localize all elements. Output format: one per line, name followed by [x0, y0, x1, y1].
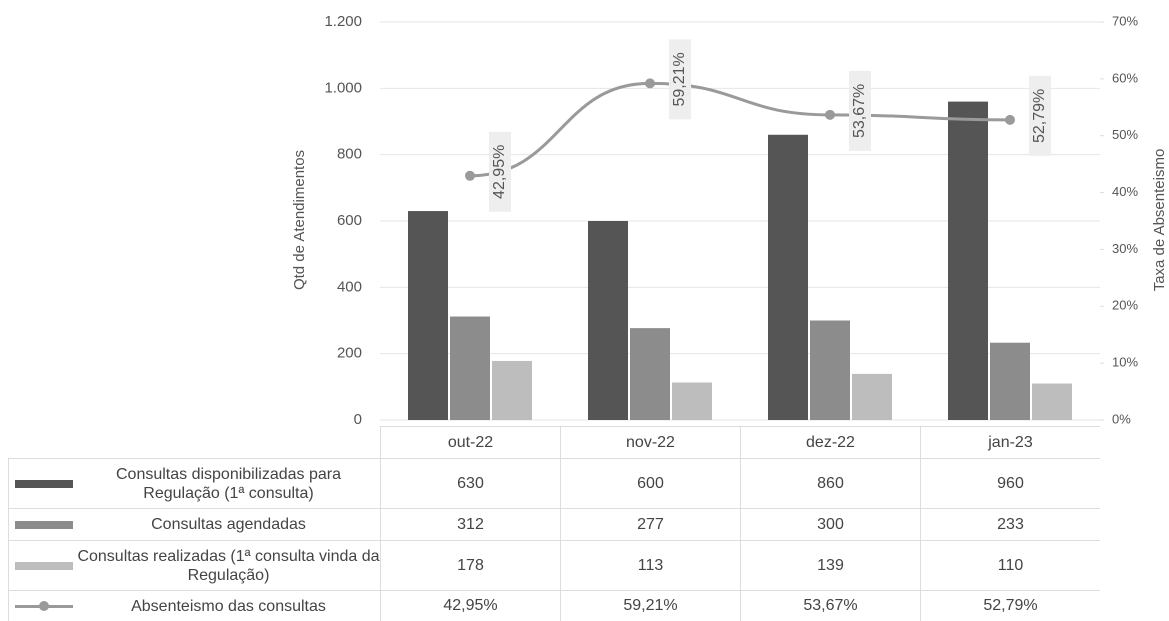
- category-header: dez-22: [740, 426, 920, 458]
- table-value: 312: [380, 508, 560, 540]
- legend-label: Consultas agendadas: [151, 516, 306, 533]
- table-value: 860: [740, 458, 920, 508]
- bar: [768, 134, 808, 420]
- legend-entry: Absenteismo das consultas: [8, 590, 380, 621]
- table-value: 600: [560, 458, 740, 508]
- legend-entry: Consultas disponibilizadas para Regulaçã…: [8, 458, 380, 508]
- y2-tick-label: 20%: [1112, 298, 1138, 313]
- legend-swatch: [15, 600, 73, 611]
- legend-swatch: [15, 561, 73, 570]
- table-value: 113: [560, 540, 740, 590]
- legend-entry: Consultas agendadas: [8, 508, 380, 540]
- y2-tick-label: 40%: [1112, 184, 1138, 199]
- bar: [408, 211, 448, 420]
- category-header: nov-22: [560, 426, 740, 458]
- y-axis-title: Qtd de Atendimentos: [291, 150, 308, 290]
- table-value: 139: [740, 540, 920, 590]
- table-value: 53,67%: [740, 590, 920, 621]
- bar: [810, 320, 850, 420]
- table-value: 300: [740, 508, 920, 540]
- y2-tick-label: 0%: [1112, 411, 1131, 426]
- legend-swatch: [15, 520, 73, 529]
- bar: [450, 316, 490, 420]
- line: [469, 81, 1011, 178]
- y-tick-label: 0: [354, 411, 362, 428]
- y-tick-label: 400: [337, 278, 362, 295]
- legend-swatch: [15, 479, 73, 488]
- table-value: 630: [380, 458, 560, 508]
- bar: [1032, 383, 1072, 420]
- y2-tick-label: 10%: [1112, 355, 1138, 370]
- bar: [588, 221, 628, 420]
- y-tick-label: 1.000: [324, 79, 362, 96]
- table-value: 42,95%: [380, 590, 560, 621]
- y-tick-label: 200: [337, 345, 362, 362]
- table-value: 110: [920, 540, 1100, 590]
- bar: [852, 373, 892, 420]
- legend-label: Consultas disponibilizadas para Regulaçã…: [115, 465, 342, 502]
- bar: [990, 342, 1030, 420]
- legend-marker: [39, 600, 49, 611]
- line-marker: [645, 78, 655, 89]
- legend-entry: Consultas realizadas (1ª consulta vinda …: [8, 540, 380, 590]
- table-value: 277: [560, 508, 740, 540]
- y-tick-label: 1.200: [324, 13, 362, 30]
- bar: [492, 360, 532, 420]
- data-label: 52,79%: [1031, 89, 1048, 143]
- line-marker: [1005, 114, 1015, 125]
- y2-axis-title: Taxa de Absenteismo: [1151, 149, 1168, 292]
- y2-tick-label: 60%: [1112, 70, 1138, 85]
- data-label: 59,21%: [671, 52, 688, 106]
- legend-label: Absenteismo das consultas: [131, 597, 326, 615]
- data-label-box: [669, 39, 691, 120]
- data-label: 53,67%: [851, 84, 868, 138]
- bar: [630, 328, 670, 420]
- y2-tick-label: 30%: [1112, 241, 1138, 256]
- table-value: 233: [920, 508, 1100, 540]
- y-tick-label: 800: [337, 146, 362, 163]
- data-label-box: [849, 70, 871, 151]
- y-tick-label: 600: [337, 212, 362, 229]
- bar: [948, 101, 988, 420]
- y2-tick-label: 50%: [1112, 127, 1138, 142]
- table-value: 59,21%: [560, 590, 740, 621]
- table-value: 178: [380, 540, 560, 590]
- data-label: 42,95%: [491, 145, 508, 199]
- category-header: jan-23: [920, 426, 1100, 458]
- line-marker: [465, 170, 475, 181]
- line-marker: [825, 109, 835, 120]
- legend-label: Consultas realizadas (1ª consulta vinda …: [77, 547, 380, 584]
- table-value: 960: [920, 458, 1100, 508]
- data-label-box: [489, 131, 511, 212]
- data-label-box: [1029, 75, 1051, 156]
- bar: [672, 382, 712, 420]
- category-header: out-22: [380, 426, 560, 458]
- y2-tick-label: 70%: [1112, 13, 1138, 28]
- table-value: 52,79%: [920, 590, 1100, 621]
